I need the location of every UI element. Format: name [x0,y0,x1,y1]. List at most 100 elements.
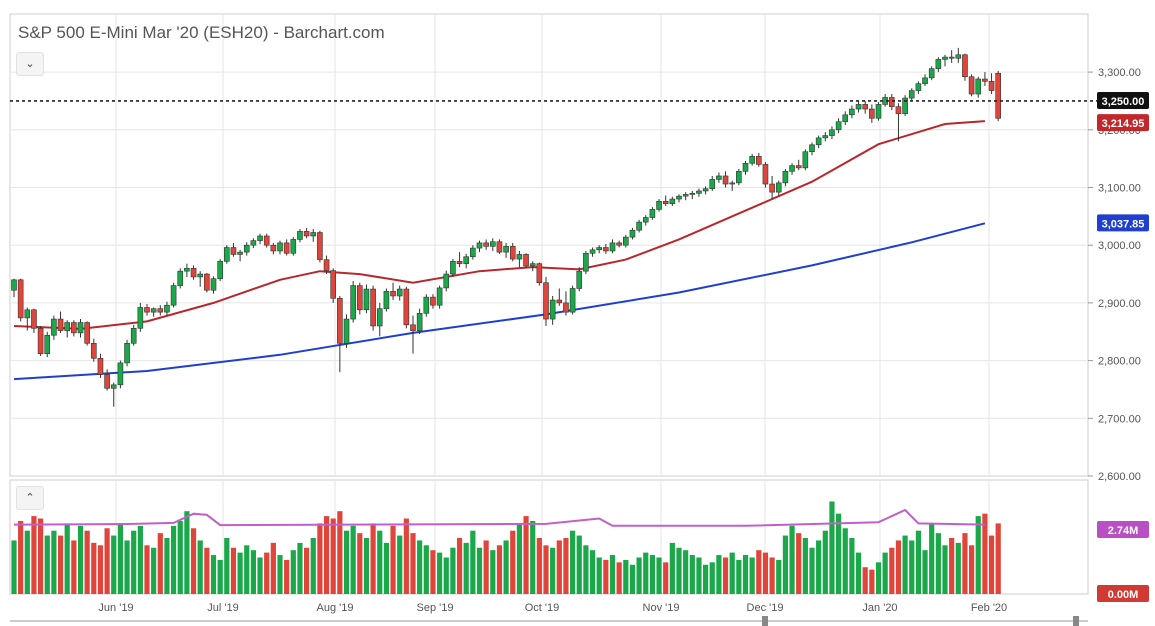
candle [869,104,875,123]
candle-body [636,221,642,231]
volume-bar [137,525,143,594]
volume-bar [643,552,649,594]
volume-bar [949,538,955,594]
candle-body [583,252,589,272]
volume-bar [117,523,123,594]
volume-bar [802,538,808,594]
candle [536,262,543,286]
x-tick-label: Jun '19 [98,602,133,614]
ma50-badge-text: 3,214.95 [1102,118,1145,130]
candle-body [875,104,882,119]
volume-bar [895,540,902,594]
volume-bar [197,540,203,594]
candle [676,194,682,203]
candle-body [775,182,782,193]
candle [483,239,489,250]
candle-body [57,318,64,331]
candle [682,192,689,201]
time-scrollbar [10,616,1088,626]
candle-body [64,322,70,331]
candle [376,302,383,337]
volume-bar [596,557,602,594]
candle-body [716,175,722,180]
candle [862,100,869,114]
ma50-badge-bg [1097,114,1149,132]
candle [204,272,210,293]
candle-body [616,242,622,246]
volume-bar [776,559,782,594]
candle [470,245,476,260]
candle [496,239,503,254]
candle-body [982,78,988,82]
candle-body [849,108,855,116]
collapse-price-panel-button[interactable]: ⌄ [16,52,44,76]
volume-series [11,501,1001,594]
candle-body [895,106,902,114]
volume-bar [157,533,163,594]
volume-bar [583,545,589,594]
candle [809,142,815,156]
candle [742,160,749,175]
candle-body [795,165,802,169]
candle-body [350,285,356,320]
candle [815,135,822,149]
candle-body [410,324,416,331]
volume-bar [762,552,769,594]
candle-body [230,247,237,255]
candle-body [762,164,769,185]
volume-bar [669,542,675,594]
volume-bar [257,557,263,594]
candle [323,255,330,275]
volume-ma-badge-bg [1097,521,1149,538]
volume-bar [237,552,243,594]
candle-body [549,299,556,320]
volume-ma-line [13,508,985,527]
volume-bar [756,550,762,594]
candle-body [197,273,203,278]
volume-bar [383,542,389,594]
volume-bar [570,530,576,594]
volume-bar [969,545,975,594]
volume-bar [722,557,729,594]
volume-bar [769,557,775,594]
candle [736,169,742,186]
candle [37,325,44,356]
candle-body [662,201,669,204]
candle [410,315,416,354]
candle [503,242,509,258]
candle [802,149,809,171]
candle [689,190,696,200]
candle [390,282,396,301]
candle-body [337,297,343,344]
scrollbar-handle-right [1073,616,1079,626]
volume-bar [463,542,469,594]
volume-bar [151,547,157,594]
candle-body [769,183,775,193]
candle-body [536,263,543,284]
candle-body [150,308,157,313]
volume-bar [636,557,642,594]
candle [549,295,556,325]
candle [942,54,948,67]
volume-bar [343,530,350,594]
candle [24,307,31,331]
volume-bar [709,562,715,594]
expand-volume-panel-button[interactable]: ⌃ [16,486,44,510]
candle-body [257,235,263,241]
candle-body [164,304,170,313]
volume-ma-path [13,508,985,527]
candle [489,238,496,251]
candle-body [423,296,430,314]
candle-body [44,334,51,354]
volume-bar [716,555,722,594]
last-price-badge-text: 3,250.00 [1102,96,1145,108]
x-tick-label: Jul '19 [207,602,238,614]
volume-bar [875,562,882,594]
candle [716,172,722,183]
volume-bar [889,547,895,594]
candle-body [217,261,223,279]
candle-body [642,217,649,223]
candle [77,319,84,338]
volume-panel-frame [9,479,1089,595]
candle [968,74,975,97]
